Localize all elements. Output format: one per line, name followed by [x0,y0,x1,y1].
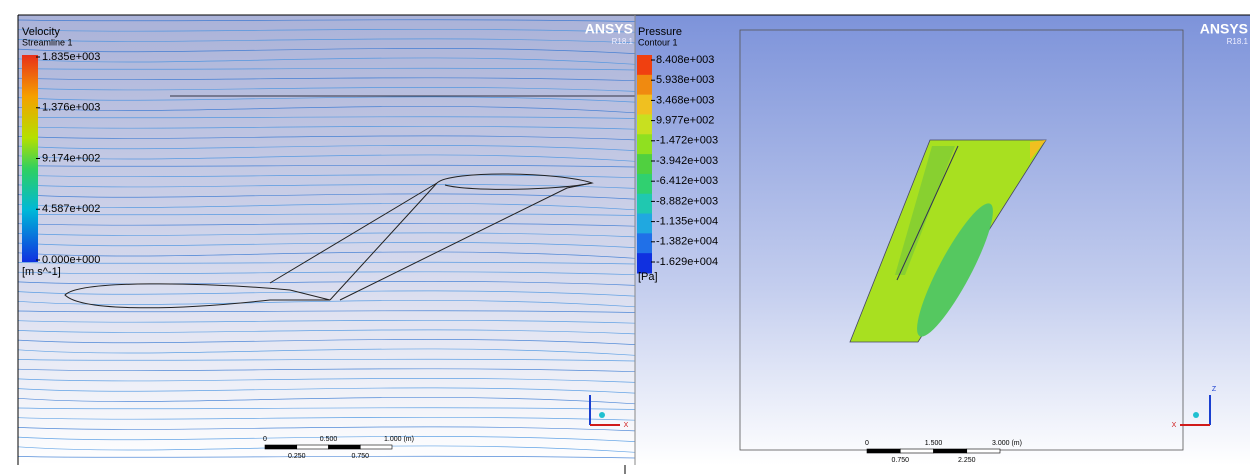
scale-label: 3.000 (m) [992,440,1022,447]
scale-label: 0 [865,440,869,447]
axis-dot [1193,412,1199,418]
color-band [637,194,652,214]
legend-label: 9.174e+002 [42,152,100,164]
scale-label: 0.250 [288,453,306,460]
plot-name: Streamline 1 [22,37,73,47]
legend-label: -1.382e+004 [656,236,718,248]
legend-label: -1.629e+004 [656,256,718,268]
legend-label: -6.412e+003 [656,175,718,187]
color-band [637,55,652,75]
legend-label: 9.977e+002 [656,115,714,127]
color-band [637,214,652,234]
legend-label: -3.942e+003 [656,155,718,167]
legend-label: 1.835e+003 [42,51,100,63]
scale-label: 0.500 [320,436,338,443]
legend-label: -1.472e+003 [656,135,718,147]
color-band [637,174,652,194]
scale-label: 1.000 (m) [384,436,414,443]
color-band [637,154,652,174]
axis-dot [599,412,605,418]
scale-label: 0.750 [891,457,909,464]
velocity-colorbar [22,55,38,262]
scale-segment [967,449,1000,453]
legend-label: 0.000e+000 [42,254,100,266]
scale-segment [934,449,967,453]
color-band [637,75,652,95]
axis-label: X [624,422,629,429]
scale-label: 0 [263,436,267,443]
scale-segment [360,445,392,449]
legend-label: 5.938e+003 [656,74,714,86]
scale-label: 1.500 [925,440,943,447]
color-band [637,114,652,134]
unit: [Pa] [638,271,658,283]
brand: ANSYS [585,21,633,37]
color-band [637,134,652,154]
scale-label: 2.250 [958,457,976,464]
axis-label: X [1172,422,1177,429]
legend-label: 1.376e+003 [42,102,100,114]
pressure-colorbar [637,55,652,274]
legend-label: 3.468e+003 [656,94,714,106]
scale-segment [329,445,361,449]
unit: [m s^-1] [22,266,61,278]
figure: VelocityStreamline 1ANSYSR18.11.835e+003… [0,0,1250,474]
legend-label: -8.882e+003 [656,195,718,207]
legend-label: 8.408e+003 [656,54,714,66]
scale-segment [265,445,297,449]
variable-title: Pressure [638,26,682,38]
color-band [637,233,652,253]
version: R18.1 [1227,37,1249,46]
scale-segment [867,449,900,453]
scale-segment [900,449,933,453]
variable-title: Velocity [22,26,60,38]
brand: ANSYS [1200,21,1248,37]
scale-segment [297,445,329,449]
legend-label: 4.587e+002 [42,203,100,215]
color-band [637,95,652,115]
left-background [18,15,635,465]
version: R18.1 [612,37,634,46]
plot-name: Contour 1 [638,37,678,47]
legend-label: -1.135e+004 [656,216,718,228]
axis-label: Z [1212,386,1217,393]
scale-label: 0.750 [351,453,369,460]
